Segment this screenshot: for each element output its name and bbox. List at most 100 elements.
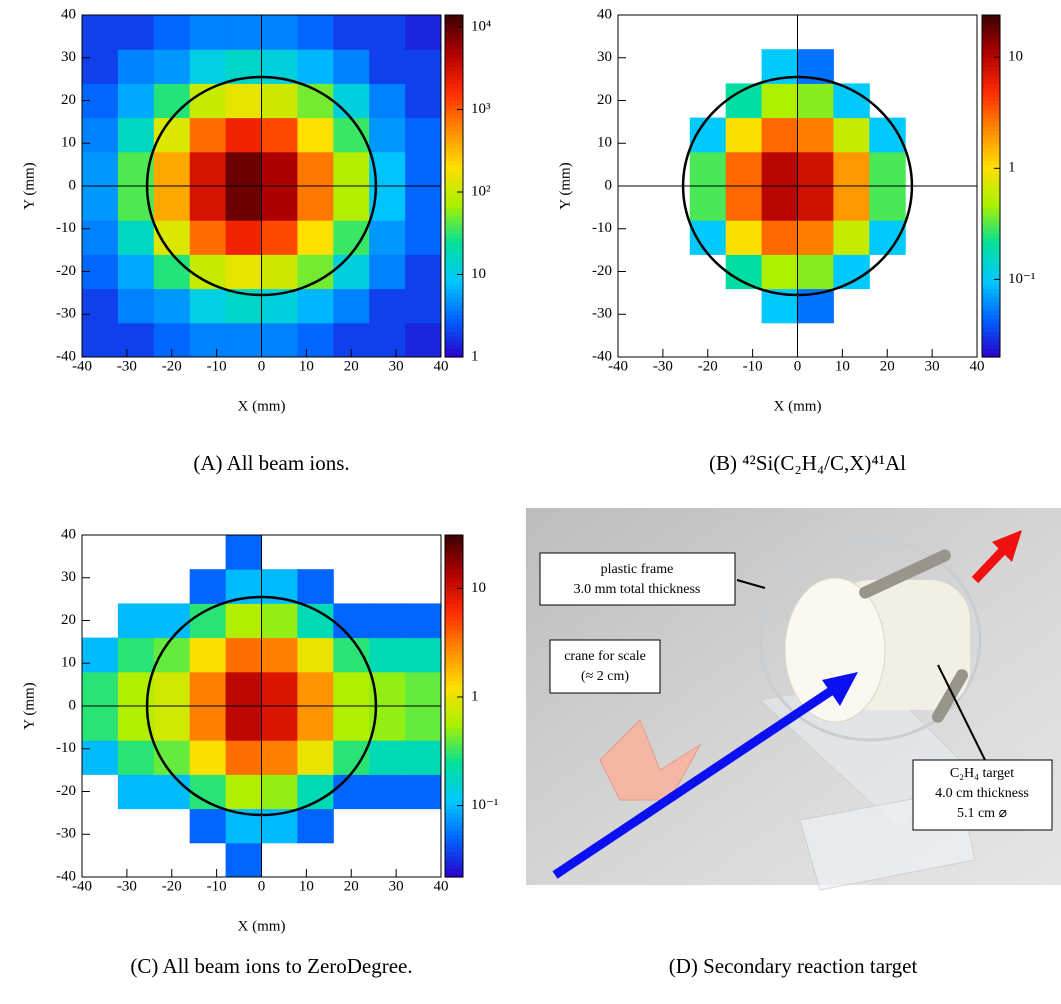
- colorbar-slice: [445, 697, 463, 703]
- heatmap-cell: [405, 117, 442, 153]
- heatmap-cell: [117, 117, 155, 153]
- y-tick-label: -20: [56, 783, 76, 799]
- colorbar-slice: [445, 851, 463, 857]
- photo-label: 5.1 cm ⌀: [957, 806, 1007, 821]
- colorbar-slice: [445, 650, 463, 656]
- colorbar-slice: [445, 194, 463, 200]
- heatmap-cell: [369, 220, 406, 255]
- colorbar-slice: [982, 203, 1000, 208]
- heatmap-cell: [225, 671, 262, 707]
- heatmap-cell: [405, 288, 442, 324]
- colorbar-slice: [982, 109, 1000, 114]
- colorbar-slice: [445, 573, 463, 579]
- colorbar-slice: [445, 352, 463, 358]
- colorbar-slice: [982, 44, 1000, 50]
- photo: plastic frame 3.0 mm total thickness cra…: [526, 508, 1061, 978]
- colorbar-slice: [982, 100, 1000, 106]
- colorbar-slice: [445, 607, 463, 613]
- colorbar-slice: [982, 49, 1000, 55]
- y-tick-label: -40: [56, 868, 76, 884]
- caption: (A) All beam ions.: [193, 451, 349, 475]
- colorbar-slice: [982, 121, 1000, 127]
- x-tick-label: -30: [117, 878, 137, 894]
- colorbar-slice: [445, 872, 463, 878]
- colorbar-slice: [445, 658, 463, 664]
- colorbar-slice: [445, 160, 463, 166]
- heatmap-cell: [225, 322, 262, 358]
- colorbar-slice: [982, 27, 1000, 33]
- heatmap-cell: [761, 186, 798, 221]
- photo-label: C₂H₄ target: [950, 766, 1014, 781]
- colorbar-slice: [445, 569, 463, 575]
- y-tick-label: -10: [56, 220, 76, 236]
- x-tick-label: 10: [299, 878, 314, 894]
- colorbar-slice: [445, 671, 463, 677]
- heatmap-cell: [261, 603, 298, 639]
- colorbar-slice: [445, 348, 463, 354]
- heatmap-cell: [369, 774, 406, 810]
- colorbar-slice: [445, 842, 463, 848]
- heatmap-cell: [189, 706, 227, 741]
- colorbar-slice: [445, 582, 463, 587]
- colorbar-slice: [445, 693, 463, 699]
- colorbar-slice: [445, 787, 463, 793]
- heatmap-cell: [153, 186, 191, 221]
- heatmap-cell: [153, 49, 191, 84]
- x-tick-label: 20: [344, 878, 359, 894]
- colorbar-slice: [445, 305, 463, 311]
- colorbar-slice: [445, 774, 463, 780]
- heatmap-cell: [297, 151, 334, 187]
- heatmap-cell: [297, 706, 334, 741]
- y-axis-label: Y (mm): [557, 162, 573, 209]
- y-tick-label: 0: [605, 177, 613, 193]
- x-tick-label: -20: [162, 878, 182, 894]
- y-tick-label: 10: [61, 135, 76, 151]
- colorbar-slice: [982, 91, 1000, 97]
- heatmap-cell: [405, 15, 442, 50]
- colorbar-slice: [982, 160, 1000, 166]
- heatmap-cell: [82, 322, 119, 358]
- colorbar-slice: [445, 322, 463, 328]
- colorbar-slice: [445, 113, 463, 119]
- heatmap-cell: [405, 83, 442, 119]
- heatmap-cell: [189, 774, 227, 810]
- x-tick-label: -30: [653, 358, 673, 374]
- heatmap-cell: [189, 637, 227, 673]
- rod: [932, 669, 968, 723]
- colorbar-slice: [982, 19, 1000, 25]
- heatmap-cell: [189, 15, 227, 50]
- heatmap-cell: [82, 117, 119, 153]
- colorbar-slice: [982, 254, 1000, 260]
- colorbar-slice: [982, 66, 1000, 72]
- heatmap-cell: [189, 49, 227, 84]
- heatmap-cell: [369, 637, 406, 673]
- colorbar-slice: [982, 275, 1000, 281]
- y-tick-label: -30: [56, 306, 76, 322]
- colorbar-slice: [445, 676, 463, 681]
- colorbar-slice: [445, 104, 463, 110]
- colorbar-slice: [982, 83, 1000, 89]
- colorbar-slice: [982, 228, 1000, 234]
- colorbar-slice: [445, 177, 463, 183]
- heatmap-cell: [405, 151, 442, 187]
- heatmap-cell: [689, 186, 727, 221]
- colorbar-tick-label: 1: [471, 348, 479, 364]
- colorbar-slice: [445, 36, 463, 42]
- colorbar-slice: [445, 284, 463, 290]
- colorbar-slice: [445, 91, 463, 97]
- heatmap-cell: [725, 220, 763, 255]
- photo-label: (≈ 2 cm): [581, 669, 629, 684]
- colorbar-slice: [445, 829, 463, 835]
- heatmap-cell: [369, 15, 406, 50]
- heatmap-cell: [82, 151, 119, 187]
- heatmap-cell: [297, 740, 334, 775]
- colorbar-tick-label: 10²: [471, 183, 491, 199]
- heatmap-cell: [82, 637, 119, 673]
- heatmap-cell: [725, 117, 763, 153]
- heatmap-cell: [297, 117, 334, 153]
- colorbar-slice: [445, 838, 463, 844]
- colorbar-slice: [445, 40, 463, 46]
- y-tick-label: 30: [597, 49, 612, 65]
- colorbar-slice: [445, 804, 463, 810]
- colorbar-slice: [982, 23, 1000, 29]
